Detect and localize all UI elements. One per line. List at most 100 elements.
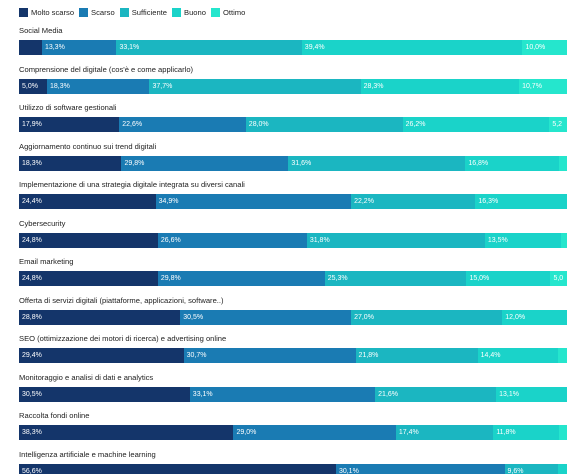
bar-segment — [559, 155, 567, 171]
data-label: 30,5% — [22, 390, 42, 398]
bar-segment: 25,3% — [324, 271, 467, 286]
stacked-bar: 5,0% 18,3% 37,7% 28,3% 10,7% — [19, 78, 567, 94]
data-label: 12,0% — [505, 313, 526, 321]
legend-label: Buono — [184, 8, 206, 17]
data-label: 17,4% — [398, 429, 419, 436]
bar-segment: 13,3% — [41, 40, 117, 55]
bar-segment: 38,3% — [19, 425, 234, 440]
bar-segment: 33,1% — [189, 386, 376, 402]
data-label: 33,1% — [119, 44, 140, 51]
data-label: 21,6% — [378, 390, 399, 398]
data-label: 39,4% — [304, 44, 325, 51]
data-label: 11,8% — [496, 429, 516, 436]
legend-swatch — [172, 8, 182, 17]
data-label: 30,1% — [338, 467, 359, 474]
data-label: 31,6% — [291, 159, 312, 167]
data-label: 33,1% — [192, 390, 213, 398]
data-label: 21,8% — [358, 352, 379, 359]
category-label: SEO (ottimizzazione dei motori di ricerc… — [19, 334, 227, 343]
bar-segment: 28,3% — [360, 78, 520, 94]
bar-segment: 17,9% — [19, 117, 120, 132]
category-label: Cybersecurity — [19, 218, 66, 228]
bar-segment — [558, 463, 567, 474]
bar-segment: 29,8% — [157, 271, 325, 286]
stacked-bar: 13,3% 33,1% 39,4% 10,0% — [19, 40, 567, 55]
data-label: 26,6% — [160, 236, 181, 244]
data-label: 24,8% — [22, 236, 42, 244]
bar-segment — [560, 232, 567, 248]
bar-segment: 21,8% — [355, 348, 478, 363]
bar-segment: 17,4% — [395, 425, 494, 440]
bar-segment: 56,6% — [19, 463, 336, 474]
category-label: Raccolta fondi online — [19, 411, 90, 420]
data-label: 28,8% — [22, 313, 42, 321]
bar-segment: 24,4% — [19, 194, 156, 209]
stacked-bar: 24,4% 34,9% 22,2% 16,3% — [19, 194, 567, 209]
data-label: 5,0 — [553, 275, 564, 282]
bar-segment: 14,4% — [477, 348, 559, 363]
data-label: 29,4% — [22, 352, 42, 359]
bar-segment: 26,2% — [402, 117, 550, 132]
data-label: 34,9% — [158, 198, 179, 205]
bar-segment: 34,9% — [155, 194, 352, 209]
data-label: 16,3% — [478, 198, 499, 205]
legend-item: Scarso — [79, 7, 115, 25]
data-label: 28,3% — [363, 82, 384, 90]
data-label: 38,3% — [22, 429, 42, 436]
bar-segment: 30,7% — [183, 348, 356, 363]
data-label: 13,1% — [499, 390, 519, 398]
data-label: 5,0% — [22, 82, 38, 90]
data-label: 22,6% — [122, 121, 143, 128]
data-label: 13,5% — [487, 236, 508, 244]
stacked-bar: 28,8% 30,5% 27,0% 12,0% — [19, 309, 567, 325]
bar-segment — [19, 40, 42, 55]
legend-label: Molto scarso — [31, 8, 75, 17]
stacked-bar: 30,5% 33,1% 21,6% 13,1% — [19, 386, 567, 402]
data-label: 27,0% — [354, 313, 374, 321]
legend-swatch — [19, 8, 28, 17]
bar-segment: 9,6% — [504, 463, 559, 474]
bar-segment: 31,6% — [288, 155, 466, 171]
bar-segment: 33,1% — [116, 40, 302, 55]
legend-label: Scarso — [91, 8, 115, 17]
stacked-bar: 38,3% 29,0% 17,4% 11,8% — [19, 425, 567, 440]
data-label: 14,4% — [480, 352, 501, 359]
bar-segment — [559, 425, 567, 440]
bar-segment: 29,4% — [19, 348, 184, 363]
bar-segment: 5,0% — [19, 78, 47, 94]
bar-segment: 10,7% — [519, 78, 567, 94]
bar-segment: 18,3% — [47, 78, 150, 94]
bar-segment: 31,8% — [306, 232, 485, 248]
chart-legend: Molto scarso Scarso Sufficiente Buono Ottimo — [19, 7, 250, 19]
legend-item: Ottimo — [210, 7, 245, 25]
legend-swatch — [210, 8, 220, 17]
data-label: 10,7% — [522, 82, 542, 90]
data-label: 18,3% — [22, 159, 42, 167]
data-label: 25,3% — [327, 275, 348, 282]
category-label: Implementazione di una strategia digital… — [19, 180, 245, 189]
stacked-bar: 18,3% 29,8% 31,6% 16,8% — [19, 155, 567, 171]
data-label: 30,5% — [183, 313, 204, 321]
data-label: 17,9% — [22, 121, 42, 128]
bar-segment: 26,6% — [157, 232, 307, 248]
bar-segment: 13,1% — [496, 386, 567, 402]
bar-segment: 11,8% — [493, 425, 560, 440]
bar-segment: 5,2 — [549, 117, 567, 132]
bar-segment: 16,3% — [475, 194, 567, 209]
data-label: 5,2 — [552, 121, 563, 128]
bar-segment: 12,0% — [502, 309, 567, 325]
legend-item: Buono — [172, 7, 206, 25]
bar-segment: 5,0 — [550, 271, 567, 286]
data-label: 15,0% — [469, 275, 490, 282]
category-label: Monitoraggio e analisi di dati e analyti… — [19, 372, 154, 382]
legend-swatch — [119, 8, 129, 17]
category-label: Utilizzo di software gestionali — [19, 103, 117, 112]
bar-segment: 39,4% — [301, 40, 523, 55]
bar-segment: 24,8% — [19, 232, 158, 248]
data-label: 9,6% — [507, 467, 524, 474]
bar-segment: 21,6% — [375, 386, 497, 402]
data-label: 13,3% — [44, 44, 65, 51]
data-label: 10,0% — [525, 44, 546, 51]
bar-segment: 13,5% — [484, 232, 561, 248]
